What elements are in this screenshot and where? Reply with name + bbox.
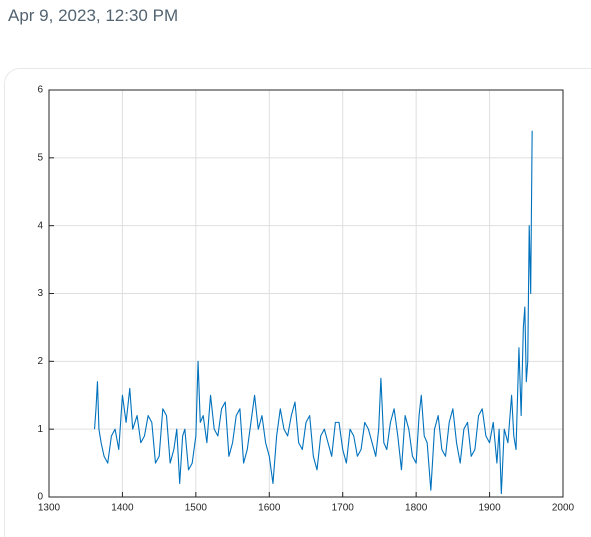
y-tick-label: 4 bbox=[37, 220, 43, 231]
x-tick-label: 1400 bbox=[111, 503, 134, 514]
timestamp: Apr 9, 2023, 12:30 PM bbox=[8, 6, 179, 25]
y-tick-label: 3 bbox=[37, 288, 43, 299]
plot-frame bbox=[48, 89, 564, 498]
y-tick-label: 6 bbox=[37, 85, 43, 96]
y-tick-label: 0 bbox=[37, 492, 43, 503]
y-tick-label: 5 bbox=[37, 152, 43, 163]
x-tick-label: 1700 bbox=[332, 503, 355, 514]
x-tick-label: 1500 bbox=[185, 503, 208, 514]
x-tick-label: 1600 bbox=[258, 503, 281, 514]
data-line bbox=[93, 130, 533, 495]
x-tick-label: 1900 bbox=[478, 503, 501, 514]
y-tick-label: 2 bbox=[37, 356, 43, 367]
x-tick-label: 2000 bbox=[552, 503, 575, 514]
y-tick-label: 1 bbox=[37, 424, 43, 435]
x-tick-label: 1300 bbox=[38, 503, 61, 514]
x-tick-label: 1800 bbox=[405, 503, 428, 514]
